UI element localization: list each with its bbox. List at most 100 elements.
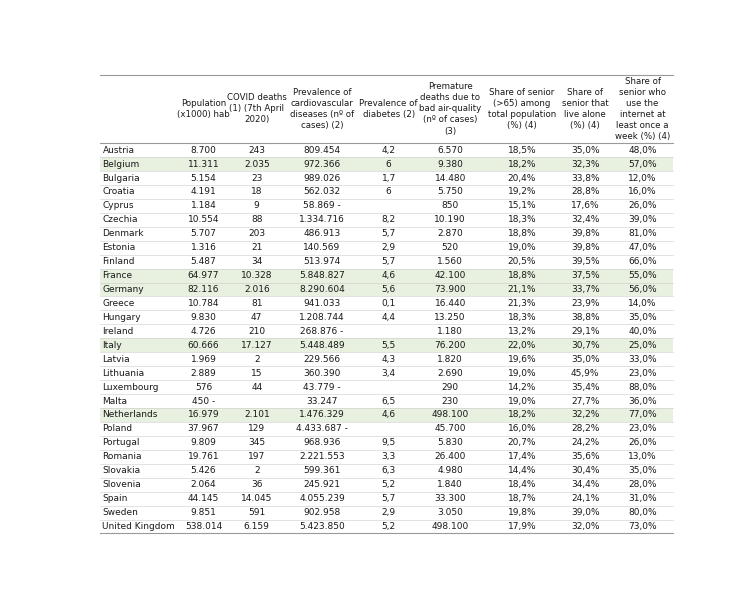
Text: 14,0%: 14,0% (628, 299, 657, 308)
Text: 42.100: 42.100 (434, 271, 466, 280)
Text: 203: 203 (248, 229, 265, 238)
Text: 36,0%: 36,0% (628, 397, 657, 406)
Text: Finland: Finland (103, 257, 135, 266)
Text: 13.250: 13.250 (434, 313, 466, 322)
Text: 27,7%: 27,7% (571, 397, 599, 406)
Text: 989.026: 989.026 (303, 173, 341, 182)
Text: 20,7%: 20,7% (507, 438, 536, 447)
Text: 3,3: 3,3 (382, 452, 396, 461)
Text: 19,0%: 19,0% (507, 368, 536, 377)
Text: Greece: Greece (103, 299, 135, 308)
Text: 33,0%: 33,0% (628, 355, 657, 364)
Bar (100, 324, 673, 338)
Text: 18: 18 (251, 187, 262, 196)
Text: Slovakia: Slovakia (103, 466, 140, 475)
Text: 32,0%: 32,0% (571, 522, 599, 531)
Bar (100, 422, 673, 436)
Text: 39,8%: 39,8% (571, 229, 599, 238)
Text: 18,3%: 18,3% (507, 313, 536, 322)
Text: 5.426: 5.426 (191, 466, 216, 475)
Text: 5,7: 5,7 (382, 257, 396, 266)
Text: 129: 129 (248, 424, 265, 433)
Text: 14.045: 14.045 (241, 494, 272, 503)
Text: Slovenia: Slovenia (103, 480, 141, 489)
Text: 2.889: 2.889 (191, 368, 216, 377)
Text: 26,0%: 26,0% (628, 438, 657, 447)
Text: 32,4%: 32,4% (571, 216, 599, 225)
Bar (100, 464, 673, 478)
Text: 24,2%: 24,2% (571, 438, 599, 447)
Text: 850: 850 (442, 202, 458, 210)
Text: Denmark: Denmark (103, 229, 144, 238)
Text: 29,1%: 29,1% (571, 327, 599, 336)
Text: 18,8%: 18,8% (507, 271, 536, 280)
Text: 15,1%: 15,1% (507, 202, 536, 210)
Text: 968.936: 968.936 (303, 438, 341, 447)
Text: 4,6: 4,6 (382, 411, 396, 420)
Text: 902.958: 902.958 (303, 508, 341, 517)
Text: Prevalence of
diabetes (2): Prevalence of diabetes (2) (360, 99, 418, 119)
Text: Population
(x1000) hab: Population (x1000) hab (177, 99, 230, 119)
Text: 16.440: 16.440 (434, 299, 466, 308)
Bar (100, 157, 673, 171)
Text: 19.761: 19.761 (188, 452, 219, 461)
Text: Latvia: Latvia (103, 355, 130, 364)
Text: 5.154: 5.154 (191, 173, 216, 182)
Text: 17.127: 17.127 (241, 341, 272, 350)
Text: 18,4%: 18,4% (507, 480, 536, 489)
Text: 5,2: 5,2 (382, 522, 396, 531)
Text: 77,0%: 77,0% (628, 411, 657, 420)
Text: 23: 23 (251, 173, 262, 182)
Bar (100, 227, 673, 241)
Bar (100, 408, 673, 422)
Text: Prevalence of
cardiovascular
diseases (nº of
cases) (2): Prevalence of cardiovascular diseases (n… (290, 88, 354, 130)
Text: 16,0%: 16,0% (628, 187, 657, 196)
Text: 76.200: 76.200 (434, 341, 466, 350)
Text: 18,3%: 18,3% (507, 216, 536, 225)
Text: 5.423.850: 5.423.850 (299, 522, 345, 531)
Text: 12,0%: 12,0% (628, 173, 657, 182)
Text: 2.035: 2.035 (244, 160, 270, 169)
Text: 5,7: 5,7 (382, 494, 396, 503)
Text: 360.390: 360.390 (303, 368, 341, 377)
Text: 21,3%: 21,3% (507, 299, 536, 308)
Text: 17,6%: 17,6% (571, 202, 599, 210)
Bar (100, 436, 673, 450)
Text: 450 -: 450 - (192, 397, 215, 406)
Text: 5,6: 5,6 (382, 285, 396, 294)
Text: 20,4%: 20,4% (507, 173, 536, 182)
Bar (100, 255, 673, 268)
Text: 8.290.604: 8.290.604 (299, 285, 345, 294)
Text: 5.487: 5.487 (191, 257, 216, 266)
Text: 34,4%: 34,4% (571, 480, 599, 489)
Text: 3,4: 3,4 (382, 368, 396, 377)
Text: 18,5%: 18,5% (507, 146, 536, 155)
Bar (100, 268, 673, 282)
Text: 562.032: 562.032 (304, 187, 341, 196)
Text: 5.750: 5.750 (437, 187, 463, 196)
Text: 35,0%: 35,0% (571, 146, 599, 155)
Text: 513.974: 513.974 (303, 257, 341, 266)
Text: 73,0%: 73,0% (628, 522, 657, 531)
Text: 81: 81 (251, 299, 262, 308)
Text: 28,2%: 28,2% (571, 424, 599, 433)
Text: 1.208.744: 1.208.744 (299, 313, 345, 322)
Text: France: France (103, 271, 133, 280)
Text: 23,0%: 23,0% (628, 424, 657, 433)
Text: 88,0%: 88,0% (628, 383, 657, 391)
Text: 88: 88 (251, 216, 262, 225)
Text: 39,0%: 39,0% (628, 216, 657, 225)
Text: 498.100: 498.100 (431, 411, 469, 420)
Text: 6,3: 6,3 (382, 466, 396, 475)
Text: 809.454: 809.454 (304, 146, 341, 155)
Text: 33,7%: 33,7% (571, 285, 599, 294)
Text: 37.967: 37.967 (188, 424, 219, 433)
Text: 6,5: 6,5 (382, 397, 396, 406)
Text: Hungary: Hungary (103, 313, 141, 322)
Text: 6.570: 6.570 (437, 146, 463, 155)
Text: 14.480: 14.480 (434, 173, 466, 182)
Text: 4,4: 4,4 (382, 313, 396, 322)
Text: 20,5%: 20,5% (507, 257, 536, 266)
Text: Spain: Spain (103, 494, 128, 503)
Text: 35,0%: 35,0% (628, 466, 657, 475)
